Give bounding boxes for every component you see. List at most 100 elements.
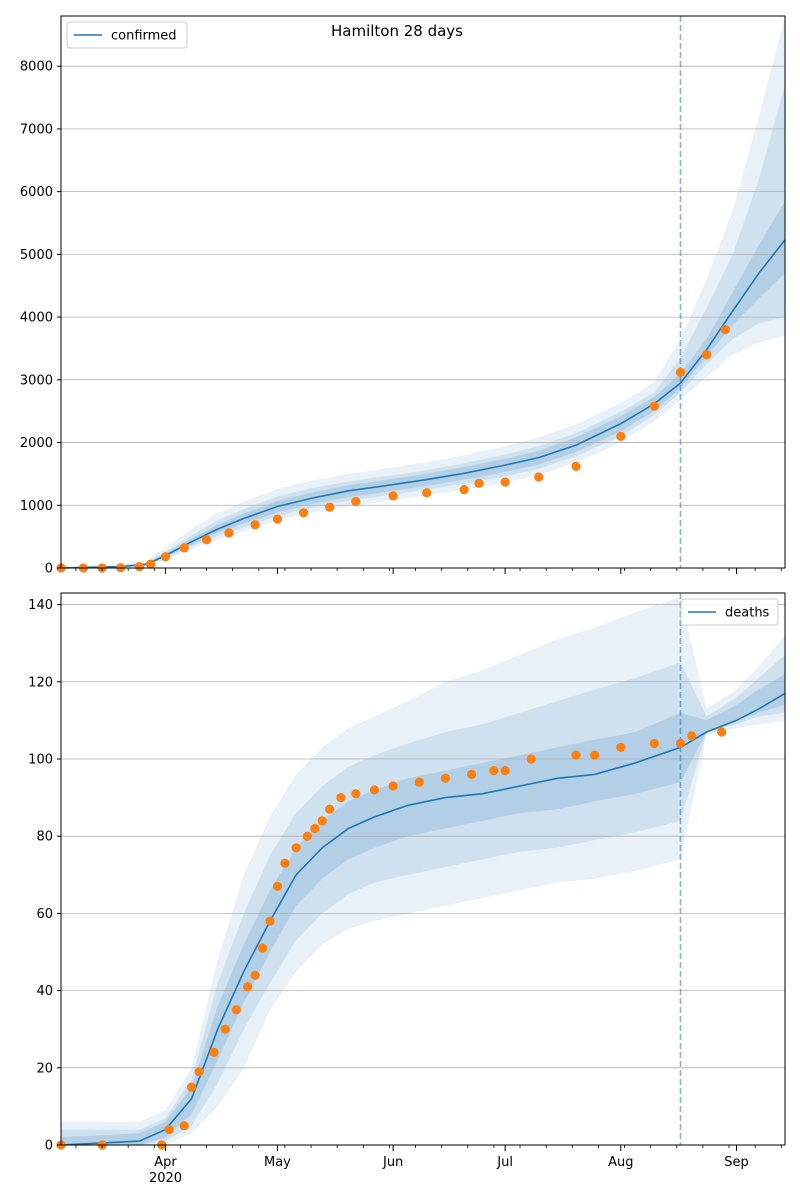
confirmed-observed-point xyxy=(299,508,309,518)
deaths-observed-point xyxy=(164,1125,174,1135)
deaths-observed-point xyxy=(209,1047,219,1057)
deaths-band-inner xyxy=(61,674,785,1145)
deaths-observed-point xyxy=(616,742,626,753)
confirmed-observed-point xyxy=(388,491,398,501)
deaths-observed-point xyxy=(265,916,275,926)
deaths-observed-point xyxy=(179,1121,189,1131)
confirmed-y-tick-label: 7000 xyxy=(20,122,53,137)
deaths-observed-point xyxy=(291,843,301,853)
deaths-observed-point xyxy=(675,738,686,749)
deaths-observed-point xyxy=(250,970,260,980)
confirmed-observed-point xyxy=(534,472,544,482)
confirmed-observed-point xyxy=(201,535,212,545)
deaths-observed-point xyxy=(489,766,499,776)
deaths-observed-point xyxy=(187,1082,197,1092)
deaths-observed-point xyxy=(388,781,398,791)
confirmed-band-middle xyxy=(61,85,785,568)
deaths-observed-point xyxy=(649,738,660,749)
confirmed-observed-point xyxy=(616,431,626,441)
deaths-observed-point xyxy=(571,750,581,760)
figure-title: Hamilton 28 days xyxy=(331,22,463,40)
confirmed-y-axis: 0 1000 2000 3000 4000 5000 6000 7000 8000 xyxy=(20,60,61,577)
deaths-observed-point xyxy=(257,943,268,953)
confirmed-y-tick-label: 0 xyxy=(45,562,53,577)
confirmed-uncertainty-bands xyxy=(61,16,785,568)
confirmed-y-tick-label: 8000 xyxy=(20,60,53,75)
deaths-band-middle xyxy=(61,654,785,1145)
confirmed-observed-point xyxy=(146,559,156,569)
deaths-observed-point xyxy=(220,1024,230,1034)
deaths-x-tick-sublabel: 2020 xyxy=(149,1171,182,1186)
deaths-observed-point xyxy=(336,793,346,803)
deaths-observed-point xyxy=(310,823,320,834)
deaths-y-tick-label: 120 xyxy=(28,675,53,690)
deaths-observed-point xyxy=(466,769,477,780)
confirmed-observed-point xyxy=(702,350,712,360)
confirmed-observed-point xyxy=(351,496,361,507)
deaths-x-tick-label: Jul xyxy=(496,1155,513,1170)
deaths-observed-point xyxy=(280,858,290,868)
deaths-x-tick-label: May xyxy=(264,1155,291,1170)
deaths-observed-point xyxy=(500,766,510,776)
deaths-observed-point xyxy=(687,731,697,741)
confirmed-observed-point xyxy=(250,520,260,530)
deaths-observed-point xyxy=(590,750,600,760)
deaths-observed-point xyxy=(243,982,253,992)
deaths-y-tick-label: 0 xyxy=(45,1139,53,1154)
confirmed-observed-point xyxy=(325,502,335,512)
deaths-observed-point xyxy=(231,1005,241,1015)
deaths-observed-point xyxy=(194,1067,204,1077)
confirmed-observed-point xyxy=(272,514,283,524)
deaths-x-tick-label: Sep xyxy=(724,1155,749,1170)
deaths-band-outer xyxy=(61,596,785,1145)
confirmed-y-tick-label: 3000 xyxy=(20,373,53,388)
confirmed-observed-point xyxy=(160,552,171,562)
deaths-observed-point xyxy=(272,881,283,892)
confirmed-observed-point xyxy=(675,367,686,377)
confirmed-observed-point xyxy=(224,528,234,538)
deaths-y-tick-label: 60 xyxy=(36,907,53,922)
confirmed-observed-point xyxy=(649,401,660,411)
confirmed-y-tick-label: 5000 xyxy=(20,248,53,263)
confirmed-legend-label: confirmed xyxy=(111,29,177,44)
deaths-observed-point xyxy=(440,773,450,783)
deaths-y-tick-label: 100 xyxy=(28,752,53,767)
deaths-plot-frame xyxy=(60,592,786,1146)
confirmed-band-inner xyxy=(61,201,785,568)
confirmed-band-outer xyxy=(61,16,785,568)
confirmed-y-tick-label: 6000 xyxy=(20,185,53,200)
deaths-legend-label: deaths xyxy=(725,606,770,621)
deaths-observed-point xyxy=(717,727,727,737)
deaths-y-axis: 0 20 40 60 80 100 120 140 xyxy=(28,598,61,1154)
confirmed-model-median-line xyxy=(60,239,786,569)
confirmed-panel: 0 1000 2000 3000 4000 5000 6000 7000 8000 confir… xyxy=(20,15,786,577)
confirmed-x-axis xyxy=(75,568,782,574)
deaths-observed-point xyxy=(325,804,335,814)
confirmed-observed-point xyxy=(422,488,432,498)
deaths-observed-point xyxy=(317,816,327,826)
deaths-observed-point xyxy=(369,785,380,795)
deaths-x-tick-label: Jun xyxy=(382,1155,403,1170)
confirmed-plot-frame xyxy=(60,15,786,569)
deaths-legend: deaths xyxy=(680,598,779,626)
deaths-legend-box xyxy=(680,598,779,626)
deaths-observed-points xyxy=(56,727,727,1150)
deaths-observed-point xyxy=(526,754,536,764)
deaths-y-tick-label: 40 xyxy=(36,984,53,999)
confirmed-observed-point xyxy=(179,543,189,553)
confirmed-legend: confirmed xyxy=(66,21,188,49)
deaths-x-tick-label: Aug xyxy=(608,1155,633,1170)
confirmed-observed-point xyxy=(720,325,730,335)
confirmed-legend-box xyxy=(66,21,188,49)
deaths-y-tick-label: 140 xyxy=(28,598,53,613)
deaths-observed-point xyxy=(414,777,424,787)
confirmed-y-tick-label: 2000 xyxy=(20,436,53,451)
deaths-uncertainty-bands xyxy=(61,596,785,1145)
confirmed-observed-point xyxy=(474,478,484,488)
confirmed-observed-point xyxy=(459,485,469,495)
deaths-observed-point xyxy=(302,831,312,841)
confirmed-observed-point xyxy=(500,477,510,487)
